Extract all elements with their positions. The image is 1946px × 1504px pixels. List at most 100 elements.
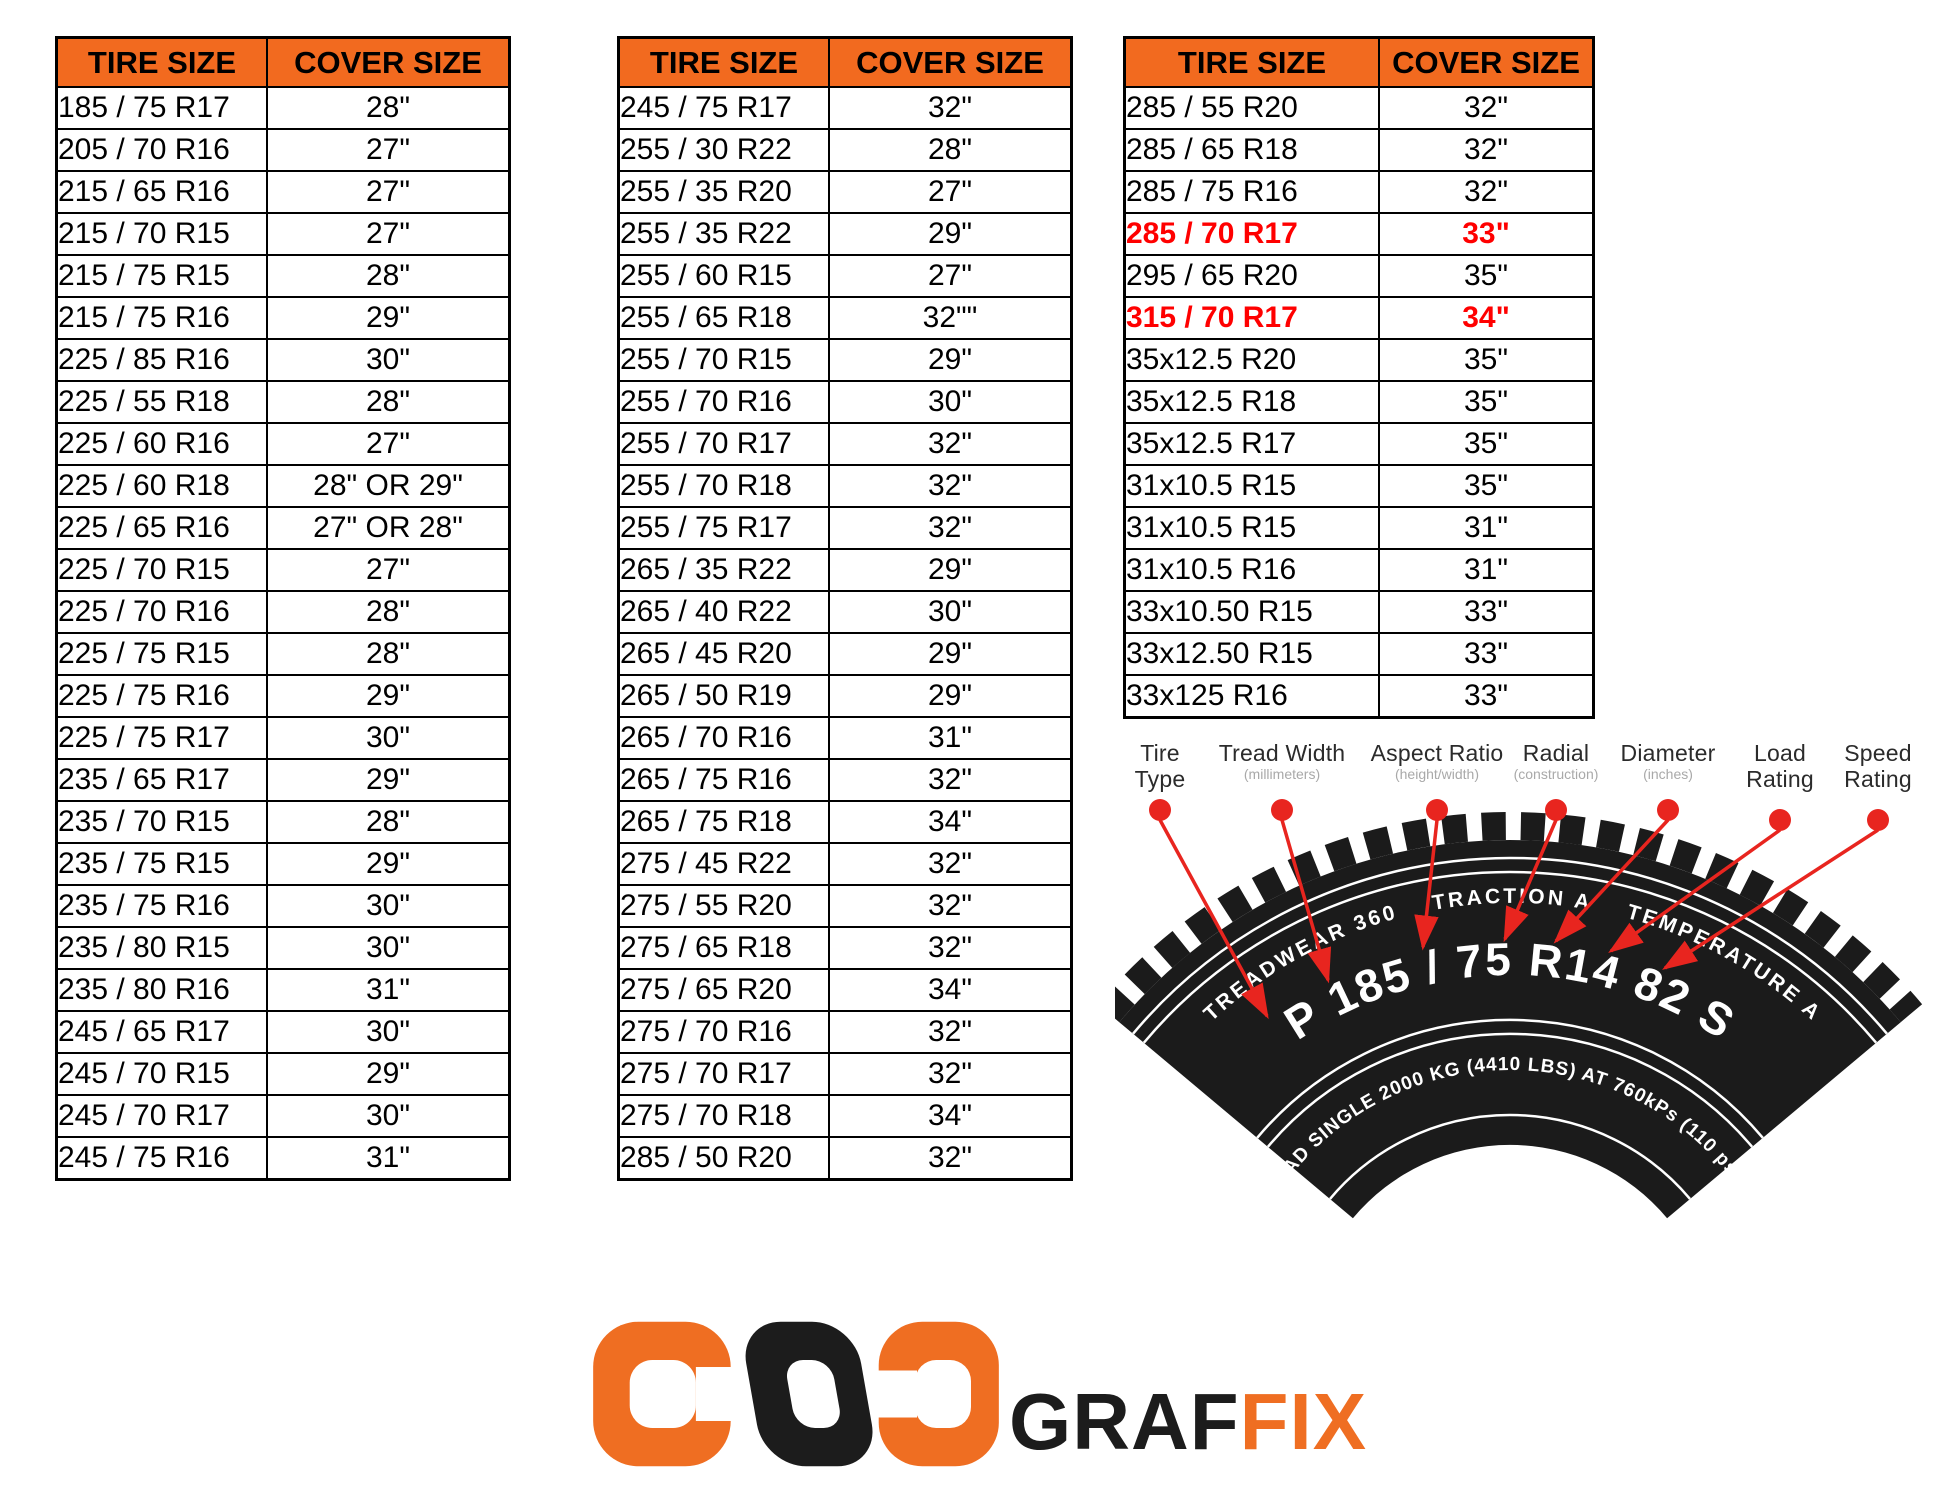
cover-size-cell: 29": [266, 674, 511, 718]
table-row: 31x10.5 R15 31": [1123, 506, 1595, 550]
tire-size-cell: 285 / 65 R18: [1123, 128, 1380, 172]
tire-size-cell: 35x12.5 R20: [1123, 338, 1380, 382]
cover-size-cell: 27": [828, 254, 1073, 298]
cover-size-cell: 27": [266, 548, 511, 592]
table-row: 215 / 65 R16 27": [55, 170, 511, 214]
cover-size-cell: 35": [1378, 380, 1595, 424]
tire-size-cell: 245 / 75 R17: [617, 86, 830, 130]
tire-size-header: TIRE SIZE: [617, 36, 830, 88]
table-row: 315 / 70 R17 34": [1123, 296, 1595, 340]
cover-size-cell: 29": [828, 632, 1073, 676]
table-row: 275 / 65 R20 34": [617, 968, 1073, 1012]
table-row: 35x12.5 R18 35": [1123, 380, 1595, 424]
tire-tread-teeth: [1115, 812, 1923, 1023]
table-row: 225 / 75 R16 29": [55, 674, 511, 718]
cover-size-cell: 30": [266, 338, 511, 382]
logo-text-graf: GRAF: [1009, 1377, 1240, 1466]
sidewall-ring: [1266, 1032, 1754, 1148]
table-row: 265 / 75 R18 34": [617, 800, 1073, 844]
table-row: 235 / 75 R16 30": [55, 884, 511, 928]
cover-size-cell: 29": [828, 674, 1073, 718]
tire-size-cell: 275 / 70 R17: [617, 1052, 830, 1096]
table-row: 235 / 70 R15 28": [55, 800, 511, 844]
cover-size-cell: 32": [828, 1010, 1073, 1054]
table-row: 285 / 65 R18 32": [1123, 128, 1595, 172]
tire-size-cell: 215 / 65 R16: [55, 170, 268, 214]
cover-size-cell: 27": [266, 212, 511, 256]
cover-size-cell: 29": [828, 548, 1073, 592]
tire-size-cell: 275 / 70 R16: [617, 1010, 830, 1054]
cover-size-cell: 32": [828, 1052, 1073, 1096]
cover-size-cell: 32"": [828, 296, 1073, 340]
tire-size-cell: 185 / 75 R17: [55, 86, 268, 130]
table-row: 33x125 R16 33": [1123, 674, 1595, 719]
cover-size-cell: 33": [1378, 590, 1595, 634]
cover-size-cell: 35": [1378, 422, 1595, 466]
tire-size-cell: 245 / 70 R15: [55, 1052, 268, 1096]
tire-size-cell: 285 / 50 R20: [617, 1136, 830, 1181]
cover-size-cell: 32": [828, 464, 1073, 508]
size-table: TIRE SIZE COVER SIZE 185 / 75 R17 28" 205 / …: [55, 36, 511, 1181]
cover-size-cell: 29": [828, 338, 1073, 382]
table-row: 215 / 75 R15 28": [55, 254, 511, 298]
tire-size-cell: 265 / 45 R20: [617, 632, 830, 676]
tire-size-cell: 245 / 75 R16: [55, 1136, 268, 1181]
tire-size-cell: 235 / 70 R15: [55, 800, 268, 844]
cover-size-cell: 27": [828, 170, 1073, 214]
table-row: 225 / 75 R15 28": [55, 632, 511, 676]
table-row: 275 / 65 R18 32": [617, 926, 1073, 970]
table-row: 285 / 50 R20 32": [617, 1136, 1073, 1181]
tire-size-cell: 255 / 30 R22: [617, 128, 830, 172]
tire-size-cell: 265 / 35 R22: [617, 548, 830, 592]
cover-size-cell: 28": [266, 380, 511, 424]
table-row: 265 / 70 R16 31": [617, 716, 1073, 760]
diagram-label-title: Speed Rating: [1844, 740, 1912, 792]
cover-size-cell: 33": [1378, 212, 1595, 256]
cover-size-cell: 32": [828, 506, 1073, 550]
size-table: TIRE SIZE COVER SIZE 245 / 75 R17 32" 255 / …: [617, 36, 1073, 1181]
table-row: 285 / 75 R16 32": [1123, 170, 1595, 214]
diagram-label-title: Aspect Ratio: [1370, 740, 1504, 766]
tire-size-cell: 31x10.5 R16: [1123, 548, 1380, 592]
cover-size-cell: 30": [266, 926, 511, 970]
table-row: 235 / 75 R15 29": [55, 842, 511, 886]
table-row: 255 / 70 R16 30": [617, 380, 1073, 424]
table-row: 245 / 70 R17 30": [55, 1094, 511, 1138]
cover-size-cell: 32": [828, 758, 1073, 802]
table-row: 255 / 70 R17 32": [617, 422, 1073, 466]
tire-size-cell: 225 / 85 R16: [55, 338, 268, 382]
cover-size-cell: 27" OR 28": [266, 506, 511, 550]
table-row: 225 / 70 R16 28": [55, 590, 511, 634]
tire-cover-table-1: TIRE SIZE COVER SIZE 185 / 75 R17 28" 205 / …: [55, 36, 511, 1181]
diagram-label-sub: (construction): [1513, 766, 1599, 782]
tire-size-cell: 285 / 75 R16: [1123, 170, 1380, 214]
table-row: 255 / 35 R22 29": [617, 212, 1073, 256]
sidewall-ring: [1142, 870, 1878, 1044]
cover-size-cell: 31": [266, 1136, 511, 1181]
table-row: 255 / 35 R20 27": [617, 170, 1073, 214]
table-row: 225 / 70 R15 27": [55, 548, 511, 592]
diagram-label-sub: (millimeters): [1243, 766, 1321, 782]
cover-size-cell: 29": [266, 1052, 511, 1096]
tire-size-cell: 33x10.50 R15: [1123, 590, 1380, 634]
tire-size-cell: 205 / 70 R16: [55, 128, 268, 172]
diagram-label-sub: (inches): [1643, 766, 1693, 782]
table-row: 245 / 65 R17 30": [55, 1010, 511, 1054]
table-row: 245 / 75 R16 31": [55, 1136, 511, 1181]
table-row: 285 / 70 R17 33": [1123, 212, 1595, 256]
cover-size-header: COVER SIZE: [266, 36, 511, 88]
cover-size-cell: 29": [266, 296, 511, 340]
tire-size-cell: 225 / 75 R15: [55, 632, 268, 676]
table-row: 295 / 65 R20 35": [1123, 254, 1595, 298]
cover-size-cell: 29": [266, 842, 511, 886]
table-row: 275 / 45 R22 32": [617, 842, 1073, 886]
tire-size-cell: 255 / 35 R22: [617, 212, 830, 256]
table-row: 245 / 75 R17 32": [617, 86, 1073, 130]
cover-size-cell: 34": [828, 1094, 1073, 1138]
tire-size-cell: 255 / 35 R20: [617, 170, 830, 214]
table-row: 265 / 75 R16 32": [617, 758, 1073, 802]
tire-size-cell: 225 / 60 R16: [55, 422, 268, 466]
table-row: 255 / 30 R22 28": [617, 128, 1073, 172]
tire-cover-table-3: TIRE SIZE COVER SIZE 285 / 55 R20 32" 285 / …: [1123, 36, 1595, 719]
tire-size-cell: 255 / 70 R17: [617, 422, 830, 466]
